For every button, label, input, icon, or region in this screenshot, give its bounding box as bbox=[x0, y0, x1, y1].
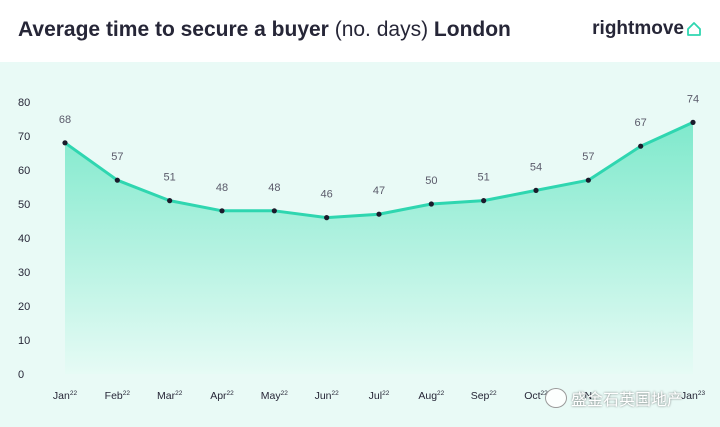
data-point bbox=[271, 208, 277, 214]
data-point bbox=[638, 143, 644, 149]
brand-name: rightmove bbox=[592, 18, 684, 39]
x-tick-label: Jan23 bbox=[681, 390, 706, 402]
data-point bbox=[533, 187, 539, 193]
data-label: 74 bbox=[687, 93, 699, 105]
y-tick-label: 20 bbox=[18, 301, 30, 313]
data-point bbox=[690, 119, 696, 125]
data-label: 57 bbox=[582, 151, 594, 163]
y-tick-label: 10 bbox=[18, 335, 30, 347]
data-point bbox=[114, 177, 120, 183]
series-group: 68 57 51 48 48 46 47 50 51 54 57 67 74 bbox=[59, 93, 699, 375]
y-tick-label: 50 bbox=[18, 199, 30, 211]
data-label: 50 bbox=[425, 175, 437, 187]
data-point bbox=[324, 215, 330, 221]
data-point bbox=[585, 177, 591, 183]
data-label: 57 bbox=[111, 151, 123, 163]
data-label: 68 bbox=[59, 114, 71, 126]
data-label: 51 bbox=[478, 172, 490, 184]
y-tick-label: 40 bbox=[18, 233, 30, 245]
data-point bbox=[167, 198, 173, 204]
data-point bbox=[62, 140, 68, 146]
data-label: 54 bbox=[530, 161, 542, 173]
data-point bbox=[219, 208, 225, 214]
x-tick-label: Sep22 bbox=[471, 390, 497, 402]
x-tick-label: Jan22 bbox=[53, 390, 78, 402]
data-label: 46 bbox=[321, 189, 333, 201]
x-tick-label: Oct22 bbox=[524, 390, 548, 402]
watermark-text: 盛金石英国地产 bbox=[571, 392, 684, 409]
brand-logo: rightmove bbox=[592, 18, 702, 40]
data-label: 48 bbox=[216, 182, 228, 194]
house-outline-icon bbox=[687, 22, 701, 36]
data-label: 47 bbox=[373, 185, 385, 197]
x-tick-label: Apr22 bbox=[210, 390, 234, 402]
x-axis: Jan22 Feb22 Mar22 Apr22 May22 Jun22 Jul22 Aug22… bbox=[53, 390, 706, 402]
y-tick-label: 0 bbox=[18, 369, 24, 381]
x-tick-label: May22 bbox=[261, 390, 288, 402]
y-tick-label: 70 bbox=[18, 131, 30, 143]
x-tick-label: Jul22 bbox=[369, 390, 390, 402]
watermark: 盛金石英国地产 bbox=[545, 386, 683, 410]
chart-title: Average time to secure a buyer (no. days… bbox=[18, 18, 511, 42]
data-label: 51 bbox=[164, 172, 176, 184]
y-tick-label: 30 bbox=[18, 267, 30, 279]
wechat-icon bbox=[545, 388, 567, 408]
data-point bbox=[376, 211, 382, 217]
x-tick-label: Jun22 bbox=[315, 390, 340, 402]
y-tick-label: 80 bbox=[18, 97, 30, 109]
title-main: Average time to secure a buyer bbox=[18, 18, 329, 41]
y-tick-label: 60 bbox=[18, 165, 30, 177]
x-tick-label: Mar22 bbox=[157, 390, 183, 402]
y-axis: 0 10 20 30 40 50 60 70 80 bbox=[18, 97, 30, 381]
x-tick-label: Aug22 bbox=[418, 390, 444, 402]
data-point bbox=[428, 201, 434, 207]
data-label: 48 bbox=[268, 182, 280, 194]
x-tick-label: Feb22 bbox=[105, 390, 131, 402]
title-unit: (no. days) bbox=[334, 18, 429, 41]
x-tick-label: N bbox=[585, 390, 593, 402]
series-area bbox=[65, 122, 693, 375]
title-location: London bbox=[433, 18, 511, 41]
data-point bbox=[481, 198, 487, 204]
data-label: 67 bbox=[635, 117, 647, 129]
